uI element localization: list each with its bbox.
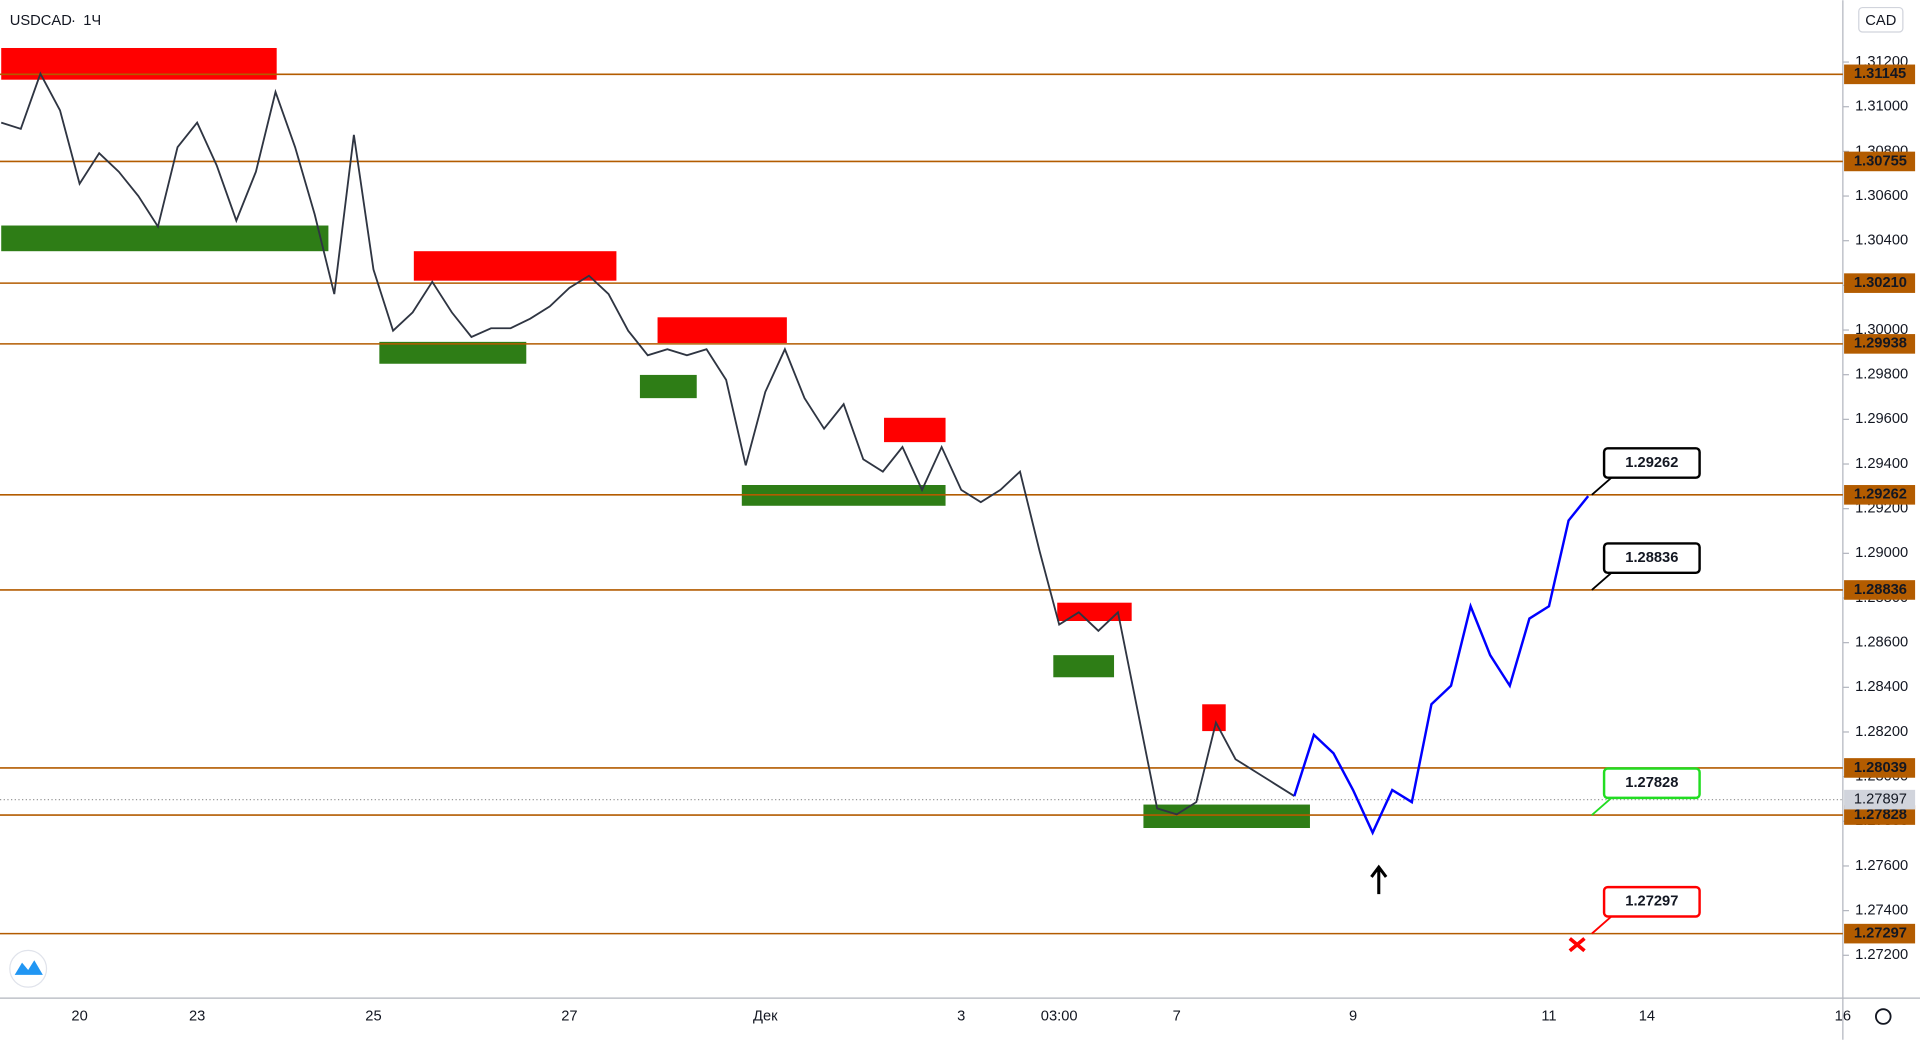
y-tick-label: 1.30000 <box>1855 322 1908 338</box>
settings-icon[interactable] <box>1875 1008 1892 1025</box>
level-label-bg <box>1844 805 1916 825</box>
logo-icon <box>14 960 43 975</box>
level-label: 1.30210 <box>1854 275 1907 291</box>
zone <box>413 251 617 281</box>
target-label: 1.27828 <box>1625 775 1678 791</box>
level-label-bg <box>1844 758 1916 778</box>
zone <box>657 317 787 343</box>
x-tick-label: 3 <box>957 1008 965 1024</box>
x-tick-label: 9 <box>1349 1008 1357 1024</box>
y-tick-label: 1.27600 <box>1855 858 1908 874</box>
zone <box>379 341 527 364</box>
price-line <box>0 71 1295 816</box>
zone <box>1053 655 1115 678</box>
target-pointer <box>1591 572 1613 591</box>
level-label: 1.27297 <box>1854 926 1907 942</box>
currency-button[interactable] <box>1858 6 1904 33</box>
x-tick-label: 27 <box>561 1008 577 1024</box>
entry-arrow <box>1370 864 1388 895</box>
target-box <box>1602 885 1701 918</box>
last-price-label: 1.27897 <box>1854 792 1907 808</box>
zone <box>1 225 329 252</box>
level-label-bg <box>1844 64 1916 85</box>
target-label: 1.29262 <box>1625 455 1678 471</box>
level-label: 1.28039 <box>1854 760 1907 776</box>
level-label-bg <box>1844 151 1916 172</box>
y-tick-label: 1.29000 <box>1855 545 1908 561</box>
level-label-bg <box>1844 273 1916 293</box>
logo[interactable] <box>9 949 48 988</box>
y-tick-label: 1.28200 <box>1855 724 1908 740</box>
currency-label[interactable]: CAD <box>1865 13 1896 29</box>
y-tick-label: 1.28600 <box>1855 635 1908 651</box>
level-label: 1.29938 <box>1854 336 1907 352</box>
stop-cross <box>1568 937 1586 953</box>
target-label: 1.28836 <box>1625 550 1678 566</box>
y-tick-label: 1.30600 <box>1855 188 1908 204</box>
y-tick-label: 1.28400 <box>1855 679 1908 695</box>
x-tick-label: Дек <box>753 1008 778 1024</box>
x-tick-label: 23 <box>189 1008 205 1024</box>
y-tick-label: 1.27200 <box>1855 947 1908 963</box>
y-tick-label: 1.27400 <box>1855 903 1908 919</box>
zone <box>1202 704 1226 732</box>
level-label-bg <box>1844 485 1916 505</box>
level-label-bg <box>1844 580 1916 600</box>
level-label-bg <box>1844 334 1916 354</box>
x-tick-label: 25 <box>365 1008 381 1024</box>
x-tick-label: 14 <box>1639 1008 1655 1024</box>
price-line <box>1293 495 1590 836</box>
y-tick-label: 1.30400 <box>1855 233 1908 249</box>
level-label: 1.27828 <box>1854 807 1907 823</box>
last-price-bg <box>1844 789 1916 810</box>
x-tick-label: 7 <box>1173 1008 1181 1024</box>
level-label: 1.28836 <box>1854 582 1907 598</box>
symbol: USDCAD <box>10 13 72 29</box>
y-tick-label: 1.29800 <box>1855 367 1908 383</box>
level-label: 1.30755 <box>1854 153 1907 169</box>
y-tick-label: 1.31000 <box>1855 99 1908 115</box>
x-tick-label: 03:00 <box>1041 1008 1078 1024</box>
level-label: 1.29262 <box>1854 487 1907 503</box>
y-tick-label: 1.29600 <box>1855 411 1908 427</box>
interval: 1Ч <box>83 13 101 29</box>
x-tick-label: 20 <box>71 1008 87 1024</box>
zone <box>1143 804 1310 829</box>
target-box <box>1602 767 1701 800</box>
target-pointer <box>1591 915 1613 935</box>
target-pointer <box>1591 797 1613 816</box>
target-box <box>1602 542 1701 575</box>
level-label-bg <box>1844 923 1916 944</box>
x-tick-label: 11 <box>1541 1008 1556 1024</box>
y-tick-label: 1.29400 <box>1855 456 1908 472</box>
level-label: 1.31145 <box>1854 66 1906 82</box>
target-label: 1.27297 <box>1625 894 1678 910</box>
target-box <box>1602 447 1701 479</box>
separator: · <box>71 13 76 29</box>
zone <box>884 417 946 443</box>
x-tick-label: 16 <box>1835 1008 1851 1024</box>
target-pointer <box>1591 476 1613 496</box>
zone <box>639 374 697 399</box>
